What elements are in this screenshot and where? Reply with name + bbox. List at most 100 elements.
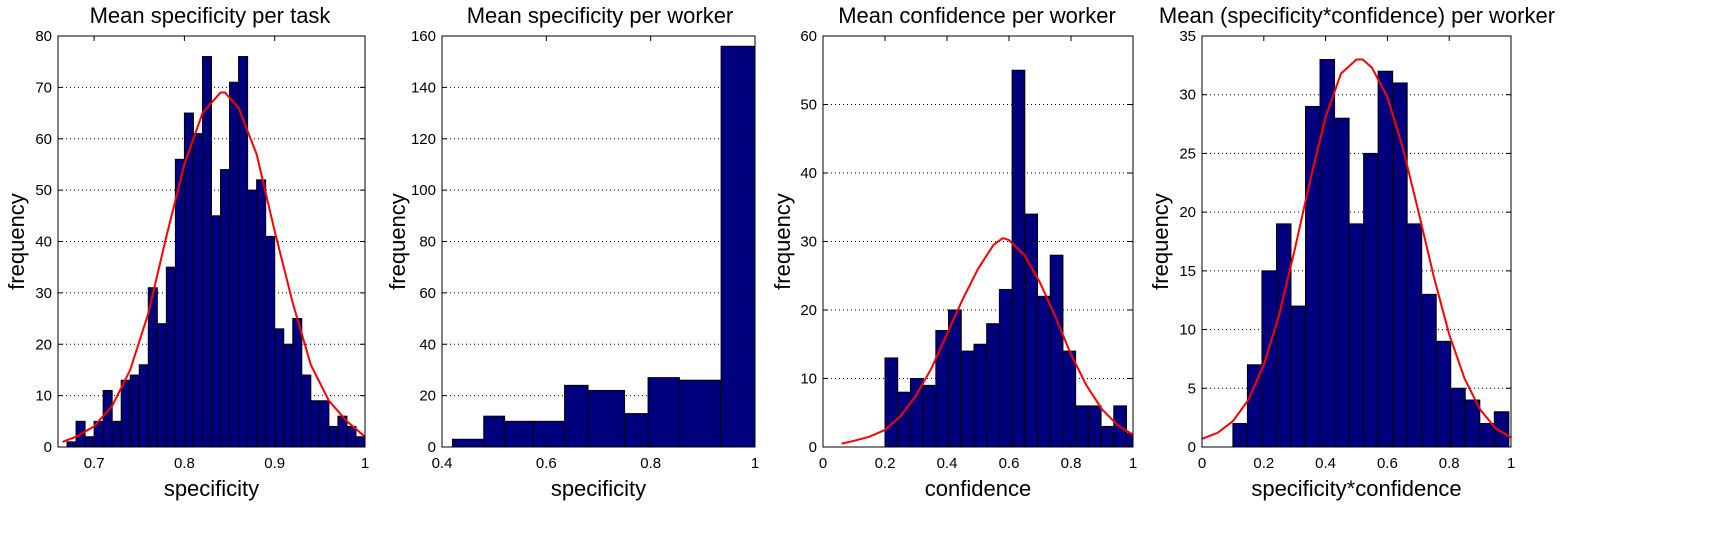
histogram-bar [328,425,339,448]
histogram-bar [1062,350,1077,448]
histogram-bar [647,377,680,448]
x-tick-label: 0.6 [999,455,1020,472]
histogram-bar [624,413,649,448]
y-tick-label: 60 [35,131,52,148]
y-axis-label: frequency [1148,193,1173,290]
histogram-bar [1100,425,1115,448]
histogram-bar [922,384,937,448]
histogram-bar [884,357,899,448]
histogram-bar [301,374,312,448]
x-tick-label: 0.6 [536,455,557,472]
x-tick-label: 0.8 [640,455,661,472]
chart-panel-2: 0.4 0.6 0.8 1 0 20 40 60 80 100 120 140 160 Mean spec… [385,3,759,501]
histogram-bar [1406,223,1423,448]
histogram-bar [274,328,285,448]
histogram-bar [1037,295,1051,448]
histogram-bar [1024,213,1039,448]
y-tick-label: 0 [428,439,436,456]
y-tick-label: 40 [35,234,52,251]
histogram-bar [1479,423,1495,448]
y-tick-label: 20 [800,302,817,319]
histogram-bar [998,288,1013,448]
x-tick-label: 0.4 [432,455,453,472]
histogram-bar [1435,340,1452,448]
y-tick-label: 60 [800,28,817,45]
histogram-bar [986,323,1000,448]
histogram-bar [238,56,249,448]
x-tick-label: 0.6 [1377,455,1398,472]
x-tick-label: 0.8 [1439,455,1460,472]
histogram-bar [504,420,534,448]
histogram-bar [1319,58,1336,448]
y-tick-label: 80 [419,234,436,251]
y-tick-label: 30 [35,285,52,302]
x-tick-label: 0.4 [1315,455,1336,472]
histogram-bar [111,420,122,448]
histogram-bar [256,179,267,448]
y-tick-label: 120 [411,131,436,148]
histogram-bar [483,415,506,448]
histogram-bar [310,400,321,448]
histogram-bar [1377,70,1394,448]
x-axis-label: specificity [164,476,259,501]
histogram-bar [1246,364,1263,448]
histogram-bar [1305,105,1321,448]
histogram-bar [355,436,366,448]
chart-title: Mean specificity per worker [467,3,734,28]
y-tick-label: 10 [1179,322,1196,339]
x-tick-label: 0.4 [937,455,958,472]
histogram-bar [1363,152,1379,448]
histogram-bar [897,391,911,448]
y-tick-label: 10 [35,388,52,405]
histogram-bar [948,309,962,448]
y-tick-label: 70 [35,79,52,96]
chart-title: Mean confidence per worker [838,3,1116,28]
y-tick-label: 5 [1188,380,1196,397]
histogram-bar [1075,405,1089,448]
y-tick-label: 80 [35,28,52,45]
normal-fit-curve [62,91,366,443]
normal-fit-curve [841,236,1134,445]
histogram-bar [1232,423,1248,448]
histogram-bar [1421,293,1437,448]
x-axis-label: specificity*confidence [1251,476,1461,501]
y-axis-label: frequency [770,193,795,290]
y-tick-label: 35 [1179,28,1196,45]
x-tick-label: 0.2 [1253,455,1274,472]
y-tick-label: 100 [411,182,436,199]
histogram-bar [1334,117,1350,448]
y-tick-label: 15 [1179,263,1196,280]
x-axis-label: confidence [925,476,1031,501]
histogram-bar [532,420,566,448]
histogram-bar [1464,399,1481,448]
histogram-bar [1011,69,1026,448]
y-tick-label: 0 [44,439,52,456]
histogram-bar [960,350,975,448]
histogram-bar [935,330,950,448]
x-tick-label: 0.8 [1061,455,1082,472]
histogram-bar [1087,405,1102,448]
histogram-bar [229,81,240,448]
histogram-bar [156,323,167,448]
axes-frame [1201,35,1512,448]
histogram-bar [564,384,589,448]
y-tick-label: 50 [800,97,817,114]
histogram-bar [1261,270,1277,448]
y-tick-label: 0 [809,439,817,456]
y-tick-label: 140 [411,79,436,96]
histogram-bar [1348,223,1365,448]
x-tick-label: 1 [1507,455,1515,472]
histogram-bar [174,158,185,448]
histogram-bar [220,169,231,448]
x-tick-label: 0.9 [264,455,285,472]
histogram-bar [720,45,756,448]
histogram-bar [292,318,303,448]
histogram-bar [84,436,95,448]
x-tick-label: 0.8 [174,455,195,472]
y-tick-label: 50 [35,182,52,199]
x-tick-label: 1 [361,455,369,472]
y-tick-label: 60 [419,285,436,302]
y-tick-label: 40 [800,165,817,182]
y-tick-label: 160 [411,28,436,45]
